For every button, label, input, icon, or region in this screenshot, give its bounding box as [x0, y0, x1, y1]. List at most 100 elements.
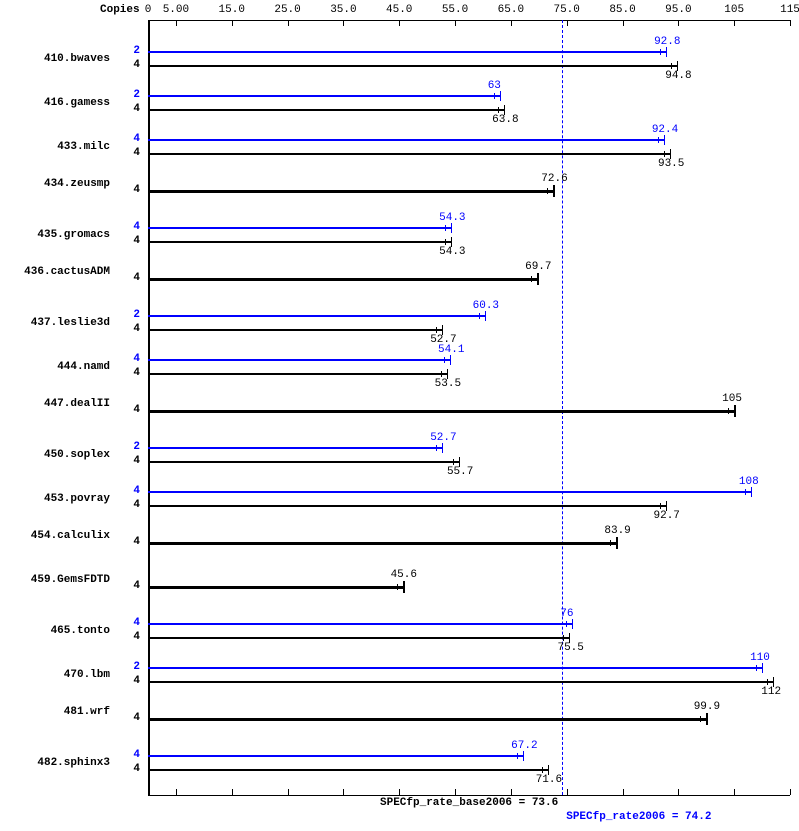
bar-inner-tick: [444, 357, 445, 363]
base-score-label: SPECfp_rate_base2006 = 73.6: [380, 797, 558, 809]
copies-label: 2: [126, 309, 140, 321]
bar-inner-tick: [728, 408, 729, 414]
peak-value-label: 54.1: [438, 344, 464, 356]
bar-inner-tick: [436, 327, 437, 333]
copies-label: 4: [126, 617, 140, 629]
bar-cap: [762, 663, 763, 673]
base-bar: [148, 241, 451, 243]
bar-inner-tick: [479, 313, 480, 319]
base-value-label: 54.3: [439, 246, 465, 258]
base-bar: [148, 461, 459, 463]
axis-tick: [567, 20, 568, 26]
axis-tick-label: 105: [724, 4, 744, 16]
axis-tick-label: 55.0: [442, 4, 468, 16]
axis-tick: [148, 789, 149, 795]
benchmark-label: 434.zeusmp: [0, 178, 110, 190]
bar-inner-tick: [563, 635, 564, 641]
axis-tick-label: 5.00: [163, 4, 189, 16]
axis-title: Copies: [100, 4, 140, 16]
base-bar: [148, 637, 569, 639]
copies-label: 4: [126, 184, 140, 196]
copies-label: 4: [126, 580, 140, 592]
axis-tick: [343, 789, 344, 795]
bar-inner-tick: [756, 665, 757, 671]
base-value-label: 92.7: [654, 510, 680, 522]
base-bar: [148, 769, 548, 771]
axis-tick-label: 85.0: [609, 4, 635, 16]
bar-cap: [572, 619, 573, 629]
axis-left-line: [148, 20, 150, 795]
peak-bar: [148, 95, 500, 97]
axis-tick-label: 65.0: [498, 4, 524, 16]
copies-label: 4: [126, 631, 140, 643]
bar-cap: [450, 355, 451, 365]
bar-cap: [553, 185, 555, 197]
axis-tick: [455, 20, 456, 26]
axis-tick-label: 0: [145, 4, 152, 16]
bar-inner-tick: [547, 188, 548, 194]
axis-tick-label: 35.0: [330, 4, 356, 16]
benchmark-label: 433.milc: [0, 141, 110, 153]
peak-bar: [148, 623, 572, 625]
benchmark-label: 444.namd: [0, 361, 110, 373]
base-bar: [148, 65, 677, 67]
axis-tick: [734, 20, 735, 26]
base-bar: [148, 278, 537, 281]
axis-tick: [567, 789, 568, 795]
bar-inner-tick: [767, 679, 768, 685]
spec-rate-chart: Copies05.0015.025.035.045.055.065.075.08…: [0, 0, 799, 831]
base-value-label: 83.9: [604, 525, 630, 537]
axis-bottom-line: [148, 795, 790, 796]
base-value-label: 93.5: [658, 158, 684, 170]
benchmark-label: 416.gamess: [0, 97, 110, 109]
copies-label: 2: [126, 89, 140, 101]
base-value-label: 72.6: [541, 173, 567, 185]
bar-cap: [751, 487, 752, 497]
benchmark-label: 481.wrf: [0, 706, 110, 718]
benchmark-label: 436.cactusADM: [0, 266, 110, 278]
axis-tick: [232, 789, 233, 795]
axis-tick-label: 15.0: [219, 4, 245, 16]
benchmark-label: 410.bwaves: [0, 53, 110, 65]
axis-tick: [176, 789, 177, 795]
axis-tick: [288, 20, 289, 26]
bar-inner-tick: [517, 753, 518, 759]
base-value-label: 105: [722, 393, 742, 405]
axis-tick: [288, 789, 289, 795]
benchmark-label: 470.lbm: [0, 669, 110, 681]
copies-label: 4: [126, 499, 140, 511]
peak-value-label: 110: [750, 652, 770, 664]
base-value-label: 69.7: [525, 261, 551, 273]
axis-tick: [148, 20, 149, 26]
benchmark-label: 465.tonto: [0, 625, 110, 637]
peak-bar: [148, 51, 666, 53]
benchmark-label: 435.gromacs: [0, 229, 110, 241]
peak-bar: [148, 491, 751, 493]
axis-tick: [232, 20, 233, 26]
base-value-label: 53.5: [435, 378, 461, 390]
base-value-label: 55.7: [447, 466, 473, 478]
copies-label: 4: [126, 749, 140, 761]
benchmark-label: 447.dealII: [0, 398, 110, 410]
axis-tick: [623, 789, 624, 795]
base-bar: [148, 681, 773, 683]
bar-inner-tick: [531, 276, 532, 282]
peak-bar: [148, 227, 451, 229]
axis-tick: [790, 789, 791, 795]
bar-inner-tick: [745, 489, 746, 495]
copies-label: 4: [126, 367, 140, 379]
bar-cap: [537, 273, 539, 285]
bar-inner-tick: [660, 503, 661, 509]
copies-label: 4: [126, 221, 140, 233]
axis-tick-label: 45.0: [386, 4, 412, 16]
copies-label: 4: [126, 712, 140, 724]
base-value-label: 45.6: [391, 569, 417, 581]
copies-label: 4: [126, 235, 140, 247]
bar-inner-tick: [436, 445, 437, 451]
base-value-label: 63.8: [492, 114, 518, 126]
bar-inner-tick: [441, 371, 442, 377]
axis-tick-label: 25.0: [274, 4, 300, 16]
peak-bar: [148, 447, 442, 449]
axis-tick: [399, 789, 400, 795]
bar-cap: [523, 751, 524, 761]
